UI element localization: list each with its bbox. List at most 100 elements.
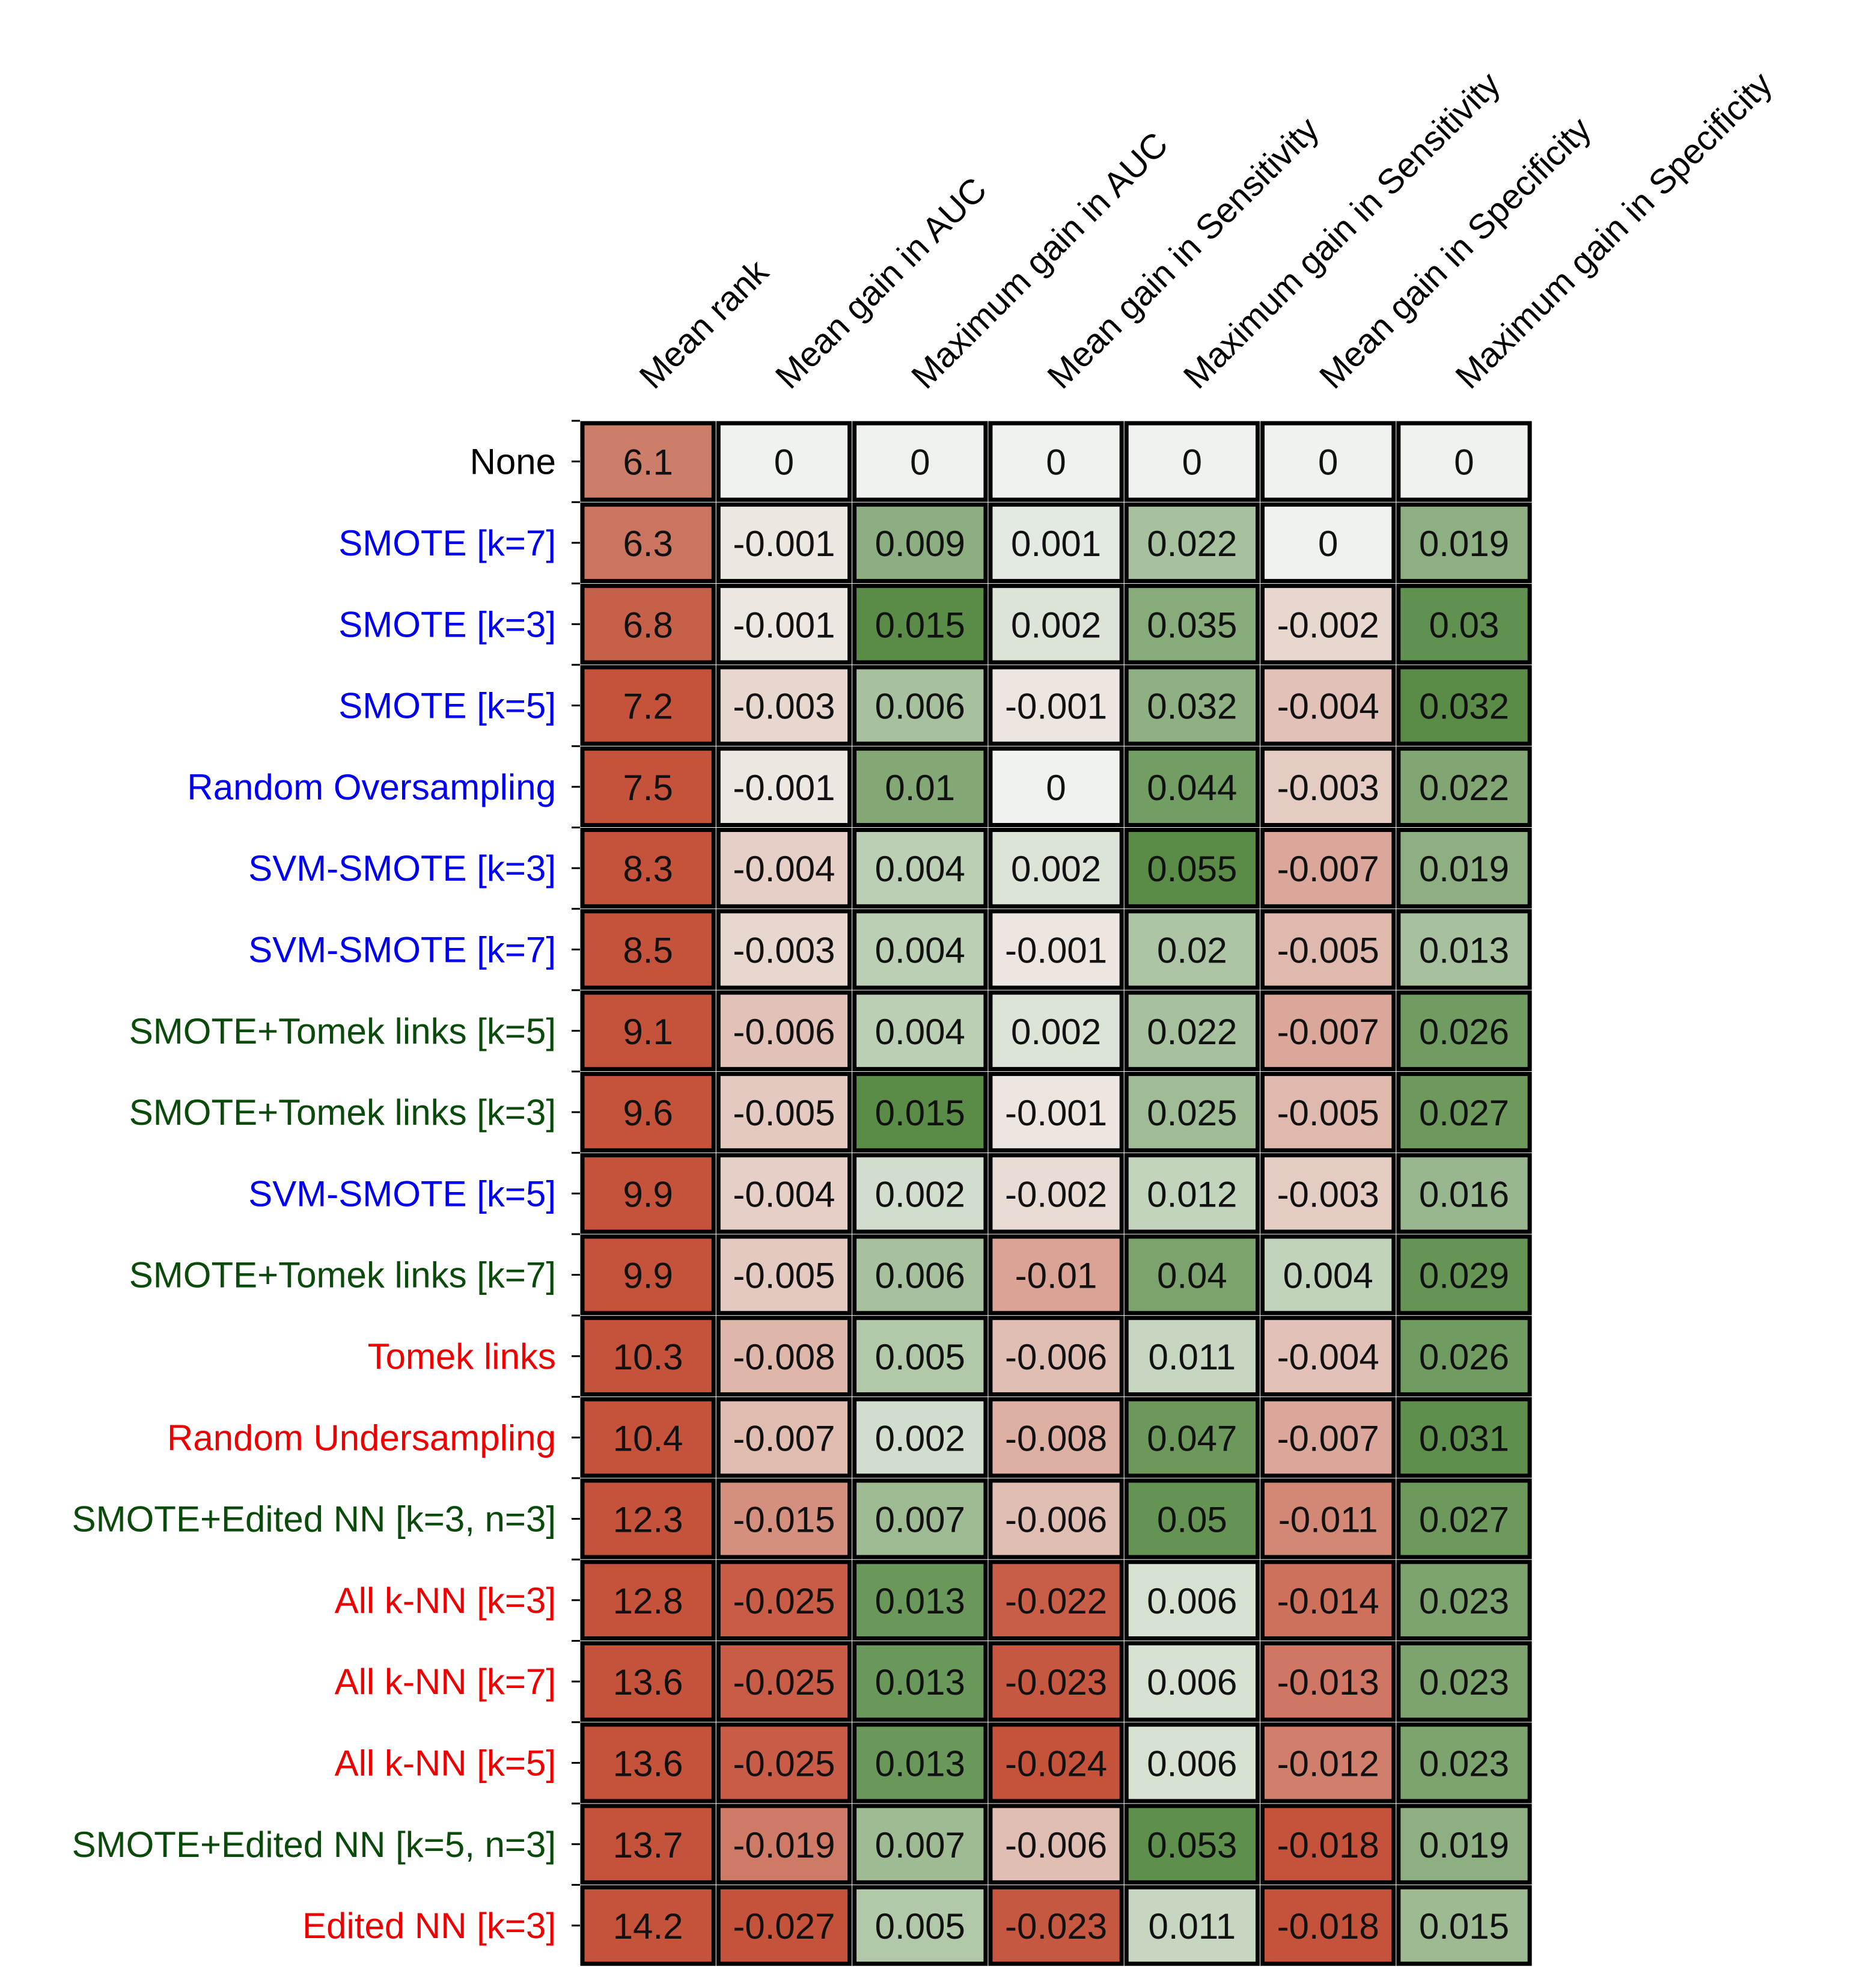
cell-value-label: -0.001 [733,524,835,564]
heatmap-cell [988,909,1124,990]
heatmap-cell [716,1722,852,1803]
heatmap-cell [988,502,1124,584]
cell-value-label: -0.001 [1005,930,1107,970]
cell-value-label: 12.8 [613,1581,683,1621]
heatmap-cell [580,1071,716,1153]
cell-value-label: 0 [1046,768,1066,808]
cell-value-label: 10.3 [613,1337,683,1377]
cell-value-label: -0.005 [1277,1093,1379,1133]
cell-value-label: 13.7 [613,1825,683,1865]
cell-value-label: -0.024 [1005,1743,1107,1784]
cell-value-label: -0.023 [1005,1906,1107,1947]
cell-value-label: -0.004 [733,849,835,889]
cell-value-label: 0.002 [1011,849,1101,889]
row-label: SVM-SMOTE [k=7] [248,929,556,970]
heatmap-cell [716,1478,852,1559]
cell-value-label: -0.022 [1005,1581,1107,1621]
heatmap-cell [988,1234,1124,1315]
cell-value-label: -0.001 [733,768,835,808]
cell-value-label: 0.013 [875,1743,965,1784]
cell-value-label: -0.006 [1005,1337,1107,1377]
cell-value-label: 0.044 [1147,768,1237,808]
heatmap-cell [1396,1153,1532,1234]
cell-value-label: -0.004 [733,1174,835,1214]
heatmap-cell [580,909,716,990]
cell-value-label: -0.003 [1277,1174,1379,1214]
cell-value-label: 0.001 [1011,524,1101,564]
heatmap-cell [852,909,988,990]
heatmap-cell [580,421,716,502]
heatmap-cell [1260,1315,1396,1397]
row-labels: None SMOTE [k=7] SMOTE [k=3] SMOTE [k=5] Ran… [72,420,580,1946]
cell-value-label: 0 [774,442,794,483]
heatmap-cell [716,584,852,665]
heatmap-cell [1124,665,1260,746]
heatmap-cell [580,584,716,665]
cell-value-label: 0.022 [1147,524,1237,564]
cell-value-label: -0.018 [1277,1825,1379,1865]
cell-value-label: 0.032 [1147,687,1237,727]
column-label: Mean gain in Specificity [1312,109,1599,396]
cell-value-label: 6.8 [623,605,673,645]
cell-value-label: -0.003 [733,687,835,727]
heatmap-cell [852,1722,988,1803]
cell-value-label: 0.029 [1419,1256,1509,1296]
heatmap-cell [852,990,988,1071]
cell-value-label: -0.005 [733,1256,835,1296]
heatmap-cell [716,1559,852,1641]
cell-value-label: 7.2 [623,687,673,727]
cell-value-label: 0.01 [885,768,955,808]
heatmap-cell [988,1315,1124,1397]
heatmap-cell [580,502,716,584]
cell-value-label: 0.006 [1147,1743,1237,1784]
cell-value-label: 0.006 [875,1256,965,1296]
heatmap-cell [1396,1234,1532,1315]
cell-value-label: 0.023 [1419,1743,1509,1784]
heatmap-cell [1124,828,1260,909]
cell-value-label: 0.005 [875,1906,965,1947]
cell-value-label: 0.011 [1148,1906,1236,1947]
row-label: Random Undersampling [167,1418,556,1458]
cell-value-label: 0.007 [875,1500,965,1540]
cell-value-label: -0.014 [1277,1581,1379,1621]
cell-value-label: 0.011 [1148,1337,1236,1377]
cell-value-label: 0.002 [1011,1012,1101,1052]
heatmap-cell [1124,990,1260,1071]
heatmap-cell [852,1885,988,1966]
heatmap-cell [1396,990,1532,1071]
column-label: Mean rank [632,252,776,396]
heatmap-cell [988,1559,1124,1641]
cell-value-label: 0.02 [1157,930,1227,970]
heatmap-cell [988,1885,1124,1966]
cell-value-label: -0.008 [733,1337,835,1377]
row-label: SMOTE [k=3] [338,604,556,644]
cell-value-label: 0.009 [875,524,965,564]
heatmap-cell [580,1397,716,1478]
row-label: All k-NN [k=3] [335,1580,556,1621]
cell-value-label: 0.002 [1011,605,1101,645]
heatmap-cell [1124,746,1260,827]
heatmap-cell [988,1722,1124,1803]
heatmap-cell [716,1885,852,1966]
cell-value-label: -0.006 [733,1012,835,1052]
heatmap-cell [1124,909,1260,990]
heatmap-cell [580,1559,716,1641]
heatmap-cell [852,1803,988,1885]
cell-value-label: 9.9 [623,1174,673,1214]
cell-value-label: 0.007 [875,1825,965,1865]
cell-value-label: 0 [1318,524,1338,564]
cell-value-label: 0.006 [1147,1581,1237,1621]
heatmap-cell [852,1071,988,1153]
heatmap-cell [716,1234,852,1315]
cell-value-label: 0.013 [875,1662,965,1702]
cell-value-label: 0 [1318,442,1338,483]
cell-value-label: 13.6 [613,1743,683,1784]
heatmap-cell [852,746,988,827]
cell-value-label: -0.019 [733,1825,835,1865]
cell-value-label: 7.5 [623,768,673,808]
cell-value-label: 0.002 [875,1418,965,1458]
cell-value-label: -0.015 [733,1500,835,1540]
heatmap-cell [1396,502,1532,584]
cell-value-label: 0.015 [875,1093,965,1133]
column-label: Mean gain in Sensitivity [1040,109,1326,396]
